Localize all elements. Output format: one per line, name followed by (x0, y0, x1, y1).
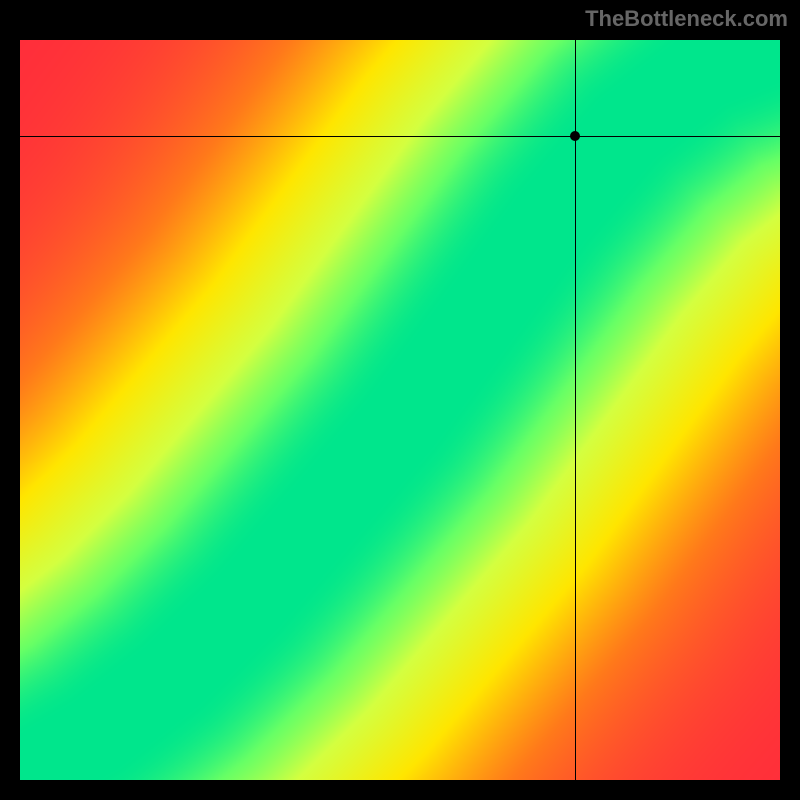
heatmap-plot (20, 40, 780, 780)
marker-dot (570, 131, 580, 141)
crosshair-horizontal (20, 136, 780, 137)
watermark: TheBottleneck.com (585, 6, 788, 32)
crosshair-vertical (575, 40, 576, 780)
heatmap-canvas (20, 40, 780, 780)
